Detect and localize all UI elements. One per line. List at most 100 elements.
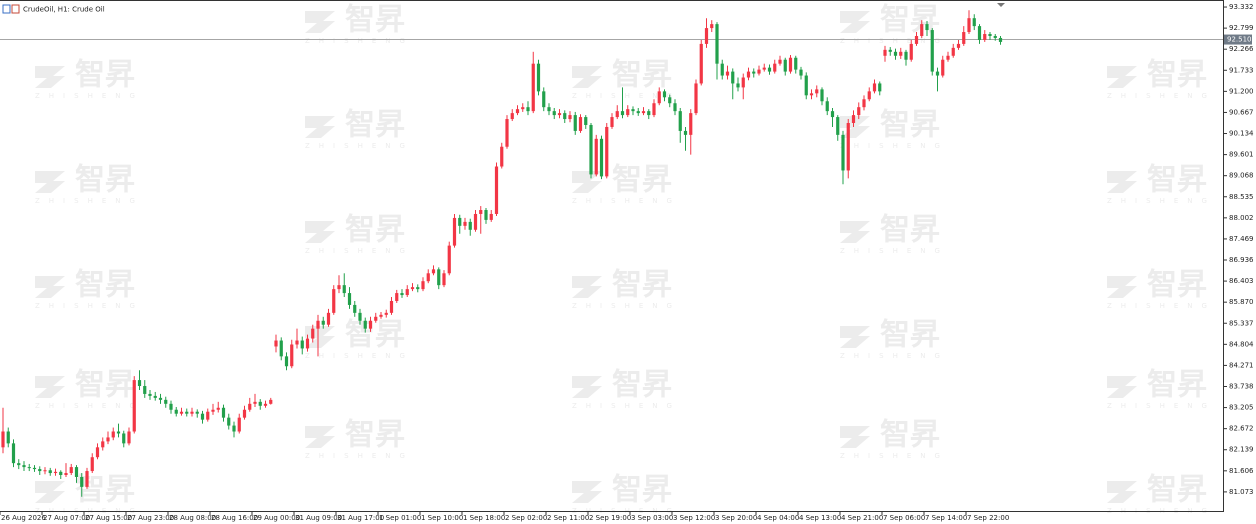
watermark-logo — [840, 426, 870, 448]
candle-body — [237, 417, 241, 432]
watermark-logo — [305, 116, 335, 138]
watermark: 智昇 — [880, 213, 940, 248]
candle-body — [993, 35, 997, 38]
candle-body — [925, 24, 929, 31]
candle-body — [956, 43, 961, 48]
y-tick-label: 87.469 — [1229, 235, 1254, 243]
candle-body — [405, 289, 409, 296]
chart-title: CrudeOil, H1: Crude Oil — [23, 6, 105, 14]
candle-body — [809, 93, 814, 96]
candle-body — [962, 32, 966, 44]
watermark: 智昇 — [1147, 58, 1207, 93]
candle-body — [694, 83, 698, 114]
x-tick-label: 4 Sep 04:00 — [757, 514, 799, 522]
x-tick-label: 7 Sep 14:00 — [925, 514, 967, 522]
candle-body — [101, 441, 105, 448]
candle-body — [321, 320, 325, 325]
y-tick-label: 84.804 — [1229, 340, 1254, 348]
watermark: 智昇 — [1147, 163, 1207, 198]
candle-body — [132, 380, 136, 432]
candle-body — [815, 89, 819, 94]
x-tick-label: 1 Sep 18:00 — [463, 514, 505, 522]
candle-body — [164, 399, 168, 404]
y-tick-label: 81.606 — [1229, 467, 1254, 475]
y-tick-label: 82.139 — [1229, 446, 1254, 454]
candle-body — [920, 24, 924, 36]
y-tick-label: 88.002 — [1229, 214, 1254, 222]
y-tick-label: 88.535 — [1229, 193, 1254, 201]
watermark: 智昇 — [880, 108, 940, 143]
watermark-logo — [305, 221, 335, 243]
x-tick-label: 3 Sep 03:00 — [631, 514, 673, 522]
y-tick-label: 86.403 — [1229, 277, 1254, 285]
candle-body — [253, 401, 257, 404]
candle-body — [437, 269, 441, 286]
candle-body — [531, 63, 535, 112]
watermark-sub: ZHISHENG — [305, 452, 414, 460]
candle-body — [830, 111, 835, 118]
watermark-logo — [35, 276, 65, 298]
y-tick-label: 92.799 — [1229, 24, 1254, 32]
candle-body — [573, 115, 577, 131]
x-tick-label: 27 Aug 23:00 — [127, 514, 174, 522]
candle-body — [673, 103, 677, 112]
candle-body — [631, 109, 635, 112]
y-tick-label: 83.738 — [1229, 382, 1254, 390]
watermark-sub: ZHISHENG — [1107, 302, 1216, 310]
x-tick-label: 3 Sep 20:00 — [715, 514, 757, 522]
candle-body — [27, 467, 31, 469]
watermark-sub: ZHISHENG — [35, 197, 144, 205]
candle-body — [95, 447, 100, 458]
y-tick-label: 81.073 — [1229, 488, 1254, 496]
watermark-logo — [1107, 66, 1137, 88]
candle-body — [43, 470, 47, 472]
watermark-logo — [1107, 276, 1137, 298]
candle-body — [794, 57, 798, 70]
candle-body — [326, 312, 331, 325]
x-tick-label: 28 Aug 08:00 — [169, 514, 216, 522]
candle-body — [305, 338, 310, 349]
candle-body — [983, 34, 987, 40]
candle-body — [479, 210, 483, 214]
x-tick-label: 1 Sep 10:00 — [421, 514, 463, 522]
candle-body — [169, 403, 173, 410]
candle-body — [384, 312, 388, 315]
y-tick-label: 91.200 — [1229, 87, 1254, 95]
candle-body — [332, 289, 336, 313]
candle-body — [179, 411, 184, 414]
watermark: 智昇 — [1147, 268, 1207, 303]
candle-body — [6, 431, 10, 444]
watermark-sub: ZHISHENG — [35, 402, 144, 410]
candle-body — [458, 217, 462, 226]
candle-body — [316, 320, 320, 329]
candle-body — [447, 245, 451, 274]
watermark: 智昇 — [75, 473, 135, 508]
candle-body — [158, 397, 163, 400]
candle-body — [841, 134, 845, 171]
candle-body — [400, 293, 404, 296]
candle-body — [977, 26, 982, 40]
candle-body — [374, 316, 378, 321]
watermark: 智昇 — [345, 213, 405, 248]
candle-body — [542, 91, 546, 108]
candle-body — [416, 287, 420, 290]
candle-body — [127, 431, 131, 444]
candle-body — [783, 59, 787, 72]
y-tick-label: 84.271 — [1229, 361, 1254, 369]
candle-body — [500, 146, 504, 167]
candle-body — [452, 217, 457, 246]
candle-body — [725, 71, 730, 76]
candle-body — [347, 293, 352, 305]
candle-body — [578, 117, 583, 131]
candle-body — [662, 91, 667, 98]
candle-body — [11, 443, 16, 464]
candle-body — [279, 340, 283, 357]
candle-body — [704, 28, 709, 44]
candle-body — [552, 111, 556, 116]
candle-body — [941, 59, 945, 76]
x-tick-label: 31 Aug 17:00 — [337, 514, 384, 522]
candle-body — [652, 103, 656, 116]
y-tick-label: 91.733 — [1229, 66, 1254, 74]
candle-body — [59, 471, 63, 476]
candle-body — [867, 91, 871, 100]
